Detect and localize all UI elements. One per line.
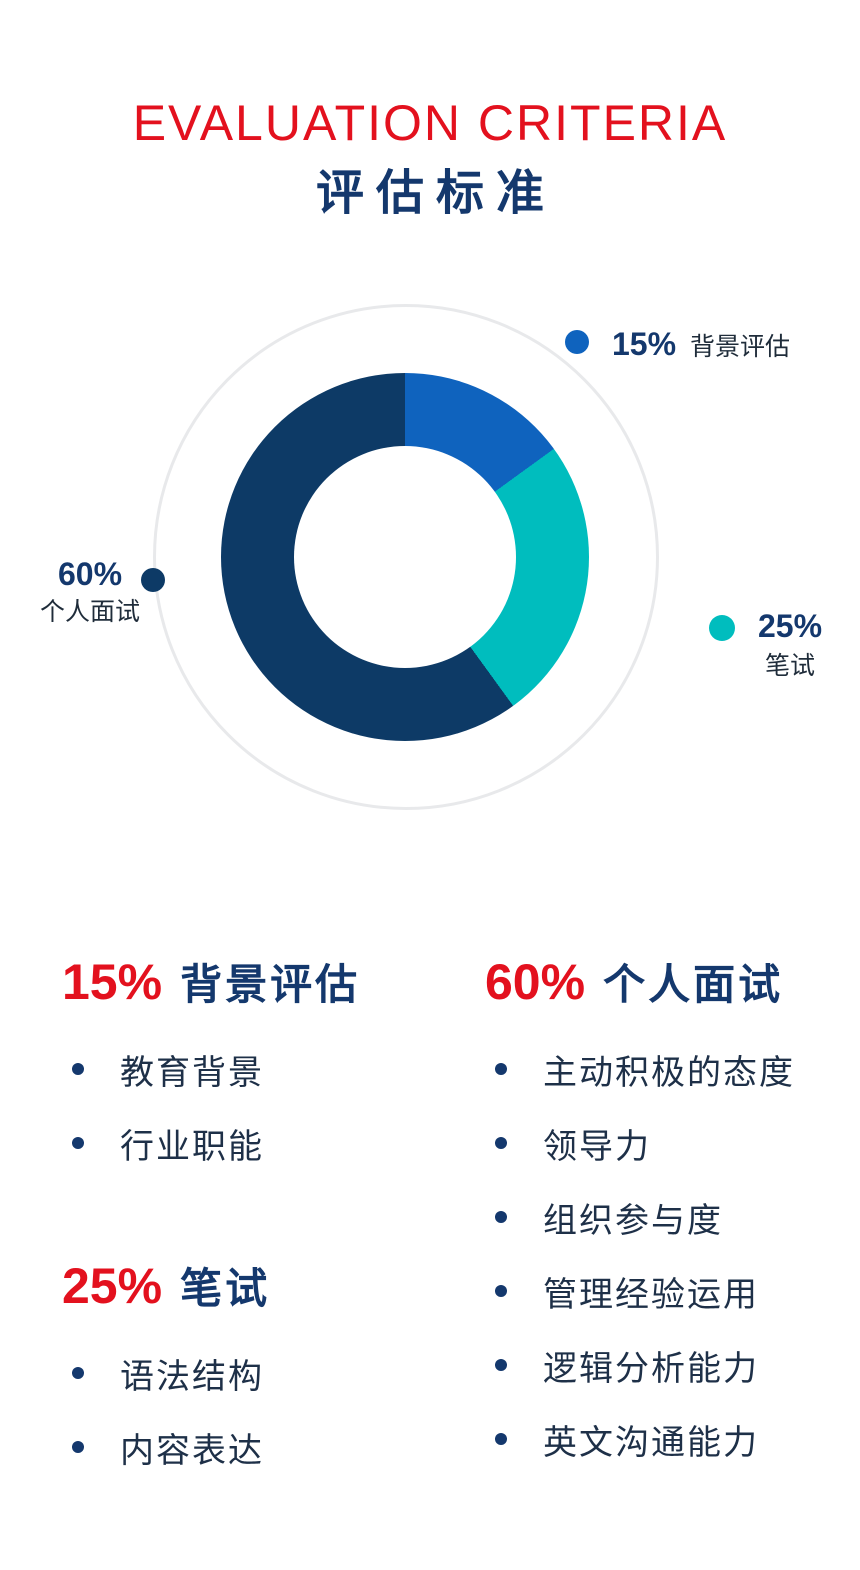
bullet-icon [495,1137,507,1149]
criteria-list: 主动积极的态度 领导力 组织参与度 管理经验运用 逻辑分析能力 [485,1032,845,1476]
page-subtitle: 评估标准 [315,167,556,220]
section-written-test: 25% 笔试 语法结构 内容表达 [62,1258,462,1484]
bullet-icon [72,1367,84,1379]
donut-hole [294,446,516,668]
list-item-label: 行业职能 [120,1127,264,1166]
legend-dot-written [709,615,735,641]
section-heading: 60% 个人面试 [485,954,845,1010]
legend-pct: 60% [57,556,123,592]
legend-pct: 15% [612,326,677,362]
section-pct: 25% [62,1258,163,1314]
list-item: 主动积极的态度 [485,1032,845,1106]
section-personal-interview: 60% 个人面试 主动积极的态度 领导力 组织参与度 管理经验 [485,954,845,1476]
legend-label: 个人面试 [39,598,140,626]
list-item: 英文沟通能力 [485,1402,845,1476]
section-heading: 15% 背景评估 [62,954,462,1010]
section-title: 个人面试 [603,961,784,1008]
list-item: 管理经验运用 [485,1254,845,1328]
criteria-list: 教育背景 行业职能 [62,1032,462,1180]
list-item-label: 英文沟通能力 [543,1423,759,1462]
list-item-label: 教育背景 [120,1053,264,1092]
section-background-evaluation: 15% 背景评估 教育背景 行业职能 [62,954,462,1180]
bullet-icon [495,1211,507,1223]
list-item: 领导力 [485,1106,845,1180]
bullet-icon [72,1063,84,1075]
criteria-column-left: 15% 背景评估 教育背景 行业职能 25% 笔试 [62,954,462,1484]
bullet-icon [495,1433,507,1445]
legend-dot-background [565,330,589,354]
list-item: 逻辑分析能力 [485,1328,845,1402]
list-item-label: 内容表达 [120,1431,264,1470]
page-title: EVALUATION CRITERIA [132,95,728,151]
list-item-label: 逻辑分析能力 [543,1349,759,1388]
legend-label: 背景评估 [690,333,791,361]
section-pct: 60% [485,954,586,1010]
list-item-label: 主动积极的态度 [543,1053,795,1092]
list-item: 组织参与度 [485,1180,845,1254]
list-item-label: 组织参与度 [543,1201,723,1240]
decorative-circle [153,304,659,810]
legend-label: 笔试 [764,652,815,680]
criteria-column-right: 60% 个人面试 主动积极的态度 领导力 组织参与度 管理经验 [485,954,845,1476]
section-title: 背景评估 [180,961,361,1008]
bullet-icon [495,1063,507,1075]
list-item-label: 管理经验运用 [543,1275,759,1314]
section-title: 笔试 [180,1265,271,1312]
bullet-icon [72,1441,84,1453]
section-pct: 15% [62,954,163,1010]
legend-pct: 25% [757,608,823,644]
list-item: 行业职能 [62,1106,462,1180]
list-item: 教育背景 [62,1032,462,1106]
bullet-icon [495,1359,507,1371]
bullet-icon [72,1137,84,1149]
bullet-icon [495,1285,507,1297]
list-item: 内容表达 [62,1410,462,1484]
list-item: 语法结构 [62,1336,462,1410]
list-item-label: 领导力 [543,1127,651,1166]
legend-item-written: 25% 笔试 [752,610,828,679]
legend-item-background: 15% 背景评估 [612,328,790,360]
legend-dot-interview [141,568,165,592]
legend-item-interview: 60% 个人面试 [30,558,150,625]
list-item-label: 语法结构 [120,1357,264,1396]
criteria-list: 语法结构 内容表达 [62,1336,462,1484]
donut-chart: 15% 背景评估 60% 个人面试 25% 笔试 [30,304,828,810]
section-heading: 25% 笔试 [62,1258,462,1314]
